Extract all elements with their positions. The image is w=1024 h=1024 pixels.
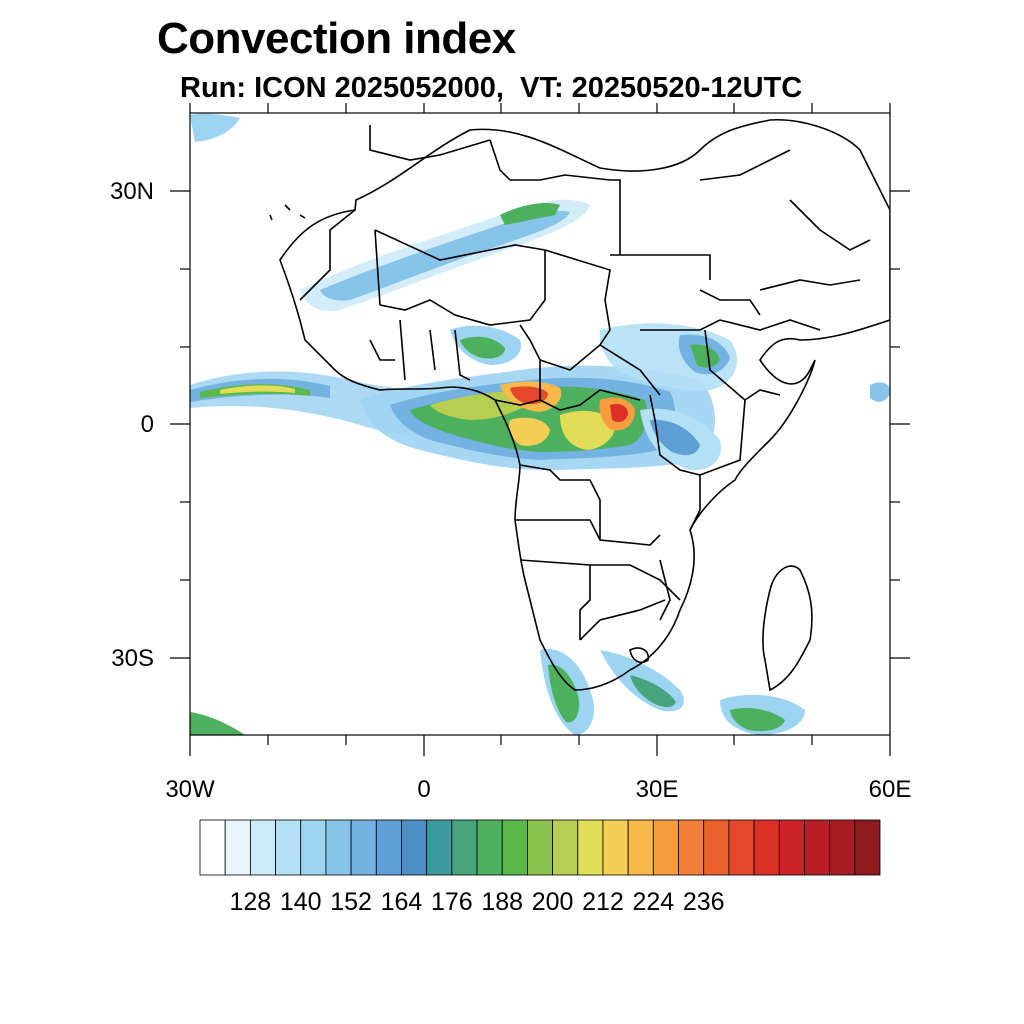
colorbar-swatch [275,819,302,876]
colorbar-swatch [300,819,327,876]
colorbar-label: 236 [682,888,725,916]
colorbar-swatch [652,819,679,876]
colorbar-swatch [199,819,226,876]
colorbar-label: 164 [380,888,423,916]
colorbar-swatch [728,819,755,876]
convection-field [190,113,890,735]
colorbar-swatch [501,819,528,876]
colorbar-swatch [476,819,503,876]
map-frame [170,103,910,756]
lat-label-30s: 30S [111,645,154,672]
colorbar-swatch [375,819,402,876]
chart-subtitle: Run: ICON 2025052000, VT: 20250520-12UTC [180,72,803,104]
colorbar-swatch [753,819,780,876]
colorbar-label: 176 [430,888,473,916]
lon-label-60e: 60E [868,776,912,803]
colorbar-label: 212 [582,888,624,916]
colorbar-label: 128 [229,888,272,916]
chart-title: Convection index [157,14,516,63]
colorbar-swatch [426,819,453,876]
colorbar-swatch [778,819,805,876]
lon-label-0: 0 [417,776,431,803]
colorbar-swatch [577,819,604,876]
colorbar-label: 224 [632,888,675,916]
colorbar-swatch [703,819,730,876]
colorbar-swatch [527,819,553,876]
coastlines [269,118,890,692]
colorbar-swatch [451,819,478,876]
colorbar-swatch [249,819,276,876]
colorbar-label: 140 [279,888,322,916]
lat-label-0: 0 [140,411,154,438]
colorbar-swatch [401,819,428,876]
colorbar-swatch [829,819,856,876]
colorbar-label: 200 [531,888,574,916]
colorbar-swatch [854,819,881,876]
lat-label-30n: 30N [109,178,154,205]
colorbar-swatch [627,819,654,876]
lon-label-30e: 30E [635,776,679,803]
colorbar-swatch [350,819,377,876]
colorbar-swatch [552,819,579,876]
colorbar-label: 152 [330,888,372,916]
colorbar-label: 188 [481,888,524,916]
lon-label-30w: 30W [165,776,215,803]
colorbar-swatch [325,819,352,876]
colorbar-swatch [224,819,251,876]
colorbar-swatch [602,819,629,876]
colorbar-swatch [804,819,831,876]
colorbar-swatch [678,819,705,876]
